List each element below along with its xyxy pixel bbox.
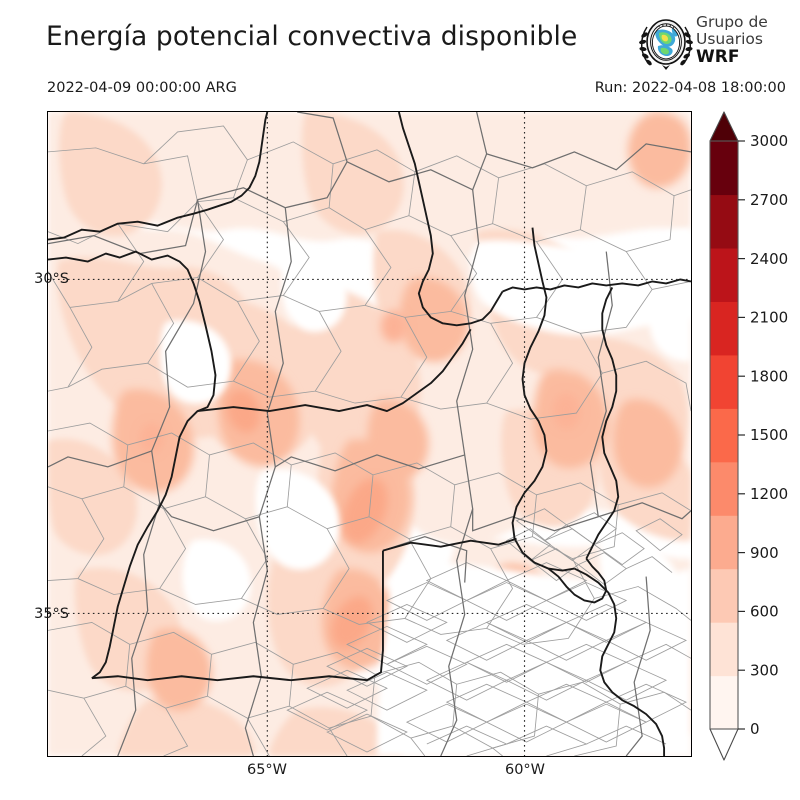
cape-core-900-1200 <box>139 310 581 649</box>
country-boundaries <box>48 112 691 756</box>
valid-time-label: 2022-04-09 00:00:00 ARG <box>47 80 237 96</box>
colorbar-tick-label: 600 <box>750 603 779 621</box>
colorbar-tick-label: 2100 <box>750 309 788 327</box>
cape-map[interactable] <box>48 112 691 756</box>
colorbar-tick-label: 2700 <box>750 191 788 209</box>
xtick-label-60W: 60°W <box>504 762 546 778</box>
colorbar-tick-label: 2400 <box>750 250 788 268</box>
logo-line-1: Grupo de <box>696 13 768 31</box>
ytick-label-30S: 30°S <box>34 271 69 287</box>
colorbar-ticks: 0 300 600 900 1200 1500 1800 2100 2400 2700 3000 <box>738 132 788 738</box>
cape-low-areas <box>159 227 691 756</box>
run-time-label: Run: 2022-04-08 18:00:00 <box>594 80 786 96</box>
colorbar-tick-label: 1800 <box>750 367 788 385</box>
colorbar-bands <box>709 111 739 761</box>
ytick-label-35S: 35°S <box>34 606 69 622</box>
xtick-label-65W: 65°W <box>246 762 288 778</box>
map-panel[interactable] <box>47 111 692 757</box>
logo: Grupo de Usuarios WRF <box>638 14 792 74</box>
logo-line-2: Usuarios <box>696 30 763 48</box>
colorbar-tick-label: 300 <box>750 661 779 679</box>
colorbar-svg[interactable]: 0 300 600 900 1200 1500 1800 2100 2400 2700 3000 <box>700 106 800 766</box>
colorbar-tick-label: 3000 <box>750 132 788 150</box>
wrf-user-group-emblem-icon <box>639 19 693 70</box>
logo-text: Grupo de Usuarios WRF <box>696 14 792 72</box>
colorbar-tick-label: 1500 <box>750 426 788 444</box>
page-title: Energía potencial convectiva disponible <box>46 21 578 52</box>
colorbar-tick-label: 1200 <box>750 485 788 503</box>
colorbar-tick-label: 900 <box>750 544 779 562</box>
logo-line-3: WRF <box>696 47 740 67</box>
colorbar-tick-label: 0 <box>750 720 760 738</box>
